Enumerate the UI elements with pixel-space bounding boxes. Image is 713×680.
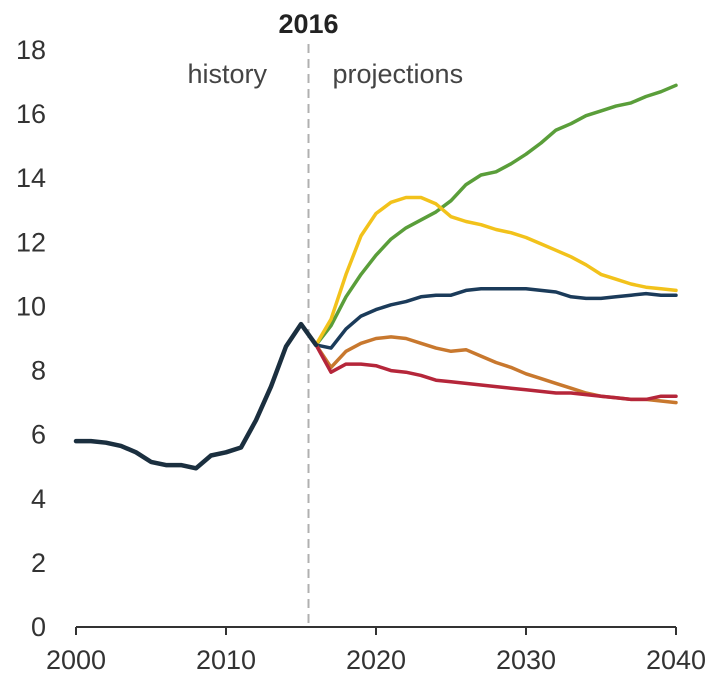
y-tick-label: 18: [16, 35, 46, 65]
x-tick-label: 2020: [346, 645, 406, 675]
y-tick-label: 4: [31, 484, 46, 514]
y-tick-label: 2: [31, 548, 46, 578]
x-tick-label: 2000: [46, 645, 106, 675]
x-tick-label: 2030: [496, 645, 556, 675]
y-tick-label: 12: [16, 227, 46, 257]
marker-year-label: 2016: [278, 9, 338, 39]
y-tick-label: 16: [16, 99, 46, 129]
projection-series-group: [314, 83, 678, 405]
projection-series-line-1: [314, 83, 678, 347]
history-series-group: [73, 321, 319, 471]
projection-series-line-2: [314, 195, 678, 347]
y-tick-label: 8: [31, 356, 46, 386]
history-series-line: [73, 321, 319, 471]
y-tick-label: 14: [16, 163, 46, 193]
y-tick-label: 6: [31, 420, 46, 450]
x-tick-label: 2040: [646, 645, 706, 675]
projection-series-line-5: [314, 343, 678, 402]
y-tick-label: 0: [31, 612, 46, 642]
x-tick-label: 2010: [196, 645, 256, 675]
history-region-label: history: [187, 59, 267, 89]
x-axis-ticks: 2000 2010 2020 2030 2040: [46, 627, 706, 675]
projections-region-label: projections: [333, 59, 464, 89]
y-axis-ticks: 0 2 4 6 8 10 12 14 16 18: [16, 35, 46, 642]
projection-series-line-4: [314, 335, 678, 405]
y-tick-label: 10: [16, 291, 46, 321]
projection-series-line-3: [314, 287, 678, 350]
